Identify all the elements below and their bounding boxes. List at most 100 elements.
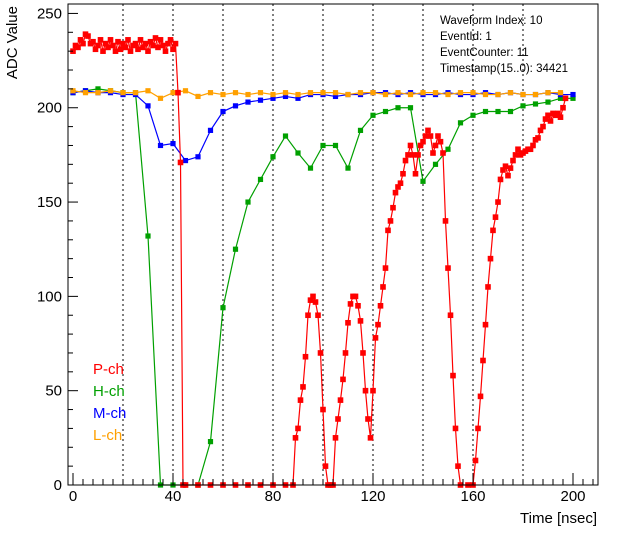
data-point [145,88,151,94]
data-point [95,86,101,92]
data-point [85,33,91,39]
data-point [405,152,411,158]
data-point [357,90,364,96]
data-point [495,108,501,115]
x-tick-label: 200 [560,488,585,505]
data-point [477,393,484,400]
data-point [95,90,101,96]
data-point [557,95,564,101]
data-point [472,457,479,464]
data-point [340,376,346,383]
info-line: Timestamp(15..0): 34421 [440,63,568,75]
data-point [297,397,304,403]
data-point [270,95,276,101]
data-point [470,112,476,118]
data-point [397,180,404,186]
data-point [345,165,351,171]
data-point [245,91,251,98]
data-point [310,293,316,300]
data-point [532,91,539,98]
data-point [372,335,379,341]
data-point [165,40,171,47]
data-point [420,90,426,96]
data-point [232,90,239,96]
legend-entry: L-ch [93,427,122,444]
data-point [495,199,501,205]
data-point [427,133,434,139]
data-point [482,91,489,98]
data-point [332,90,339,96]
data-point [425,127,431,134]
data-point [317,350,324,356]
data-point [220,108,226,115]
data-point [410,152,416,158]
x-tick-label: 40 [165,488,182,505]
data-point [542,116,549,122]
data-point [402,157,409,164]
data-point [370,387,376,394]
data-point [482,321,489,328]
data-point [195,154,201,160]
data-point [112,48,119,54]
data-point [157,37,164,43]
data-point [440,150,446,156]
data-point [357,127,364,133]
data-point [145,103,151,109]
data-point [395,90,401,96]
data-point [295,91,301,98]
data-point [120,40,126,47]
data-point [282,93,289,100]
data-point [107,37,114,43]
data-point [307,90,314,96]
x-tick-label: 120 [360,488,385,505]
data-point [375,321,381,328]
data-point [537,127,544,134]
data-point [257,90,264,96]
data-point [502,163,509,170]
data-point [457,90,464,96]
data-point [207,127,214,133]
data-point [492,214,499,220]
data-point [312,299,319,305]
data-point [455,463,461,469]
data-point [435,133,441,139]
data-point [482,108,489,115]
data-point [457,120,464,126]
data-point [245,199,251,205]
data-point [115,38,121,45]
data-point [80,40,86,47]
data-point [415,152,421,158]
data-point [500,167,506,173]
data-point [170,90,176,96]
data-point [555,110,561,117]
data-point [307,165,314,171]
y-tick-label: 150 [37,194,62,211]
data-point [377,303,384,309]
data-point [90,38,96,45]
legend-entry: P-ch [93,361,124,378]
data-point [490,227,496,234]
data-point [417,142,424,149]
legend-entry: M-ch [93,405,126,422]
data-point [362,387,369,394]
data-point [407,105,414,111]
data-point [345,319,351,326]
data-point [270,91,276,98]
data-point [445,146,451,152]
data-point [102,40,109,47]
data-point [527,146,534,153]
data-point [400,170,406,177]
data-point [110,42,116,49]
data-point [220,91,226,98]
data-point [507,90,514,96]
data-point [450,372,456,379]
data-point [157,95,164,101]
data-point [385,227,391,234]
data-point [320,90,326,96]
data-point [105,44,111,51]
y-tick-label: 100 [37,288,62,305]
data-point [437,138,444,145]
data-point [495,91,501,98]
series-l-ch [70,88,564,101]
data-point [445,265,451,271]
